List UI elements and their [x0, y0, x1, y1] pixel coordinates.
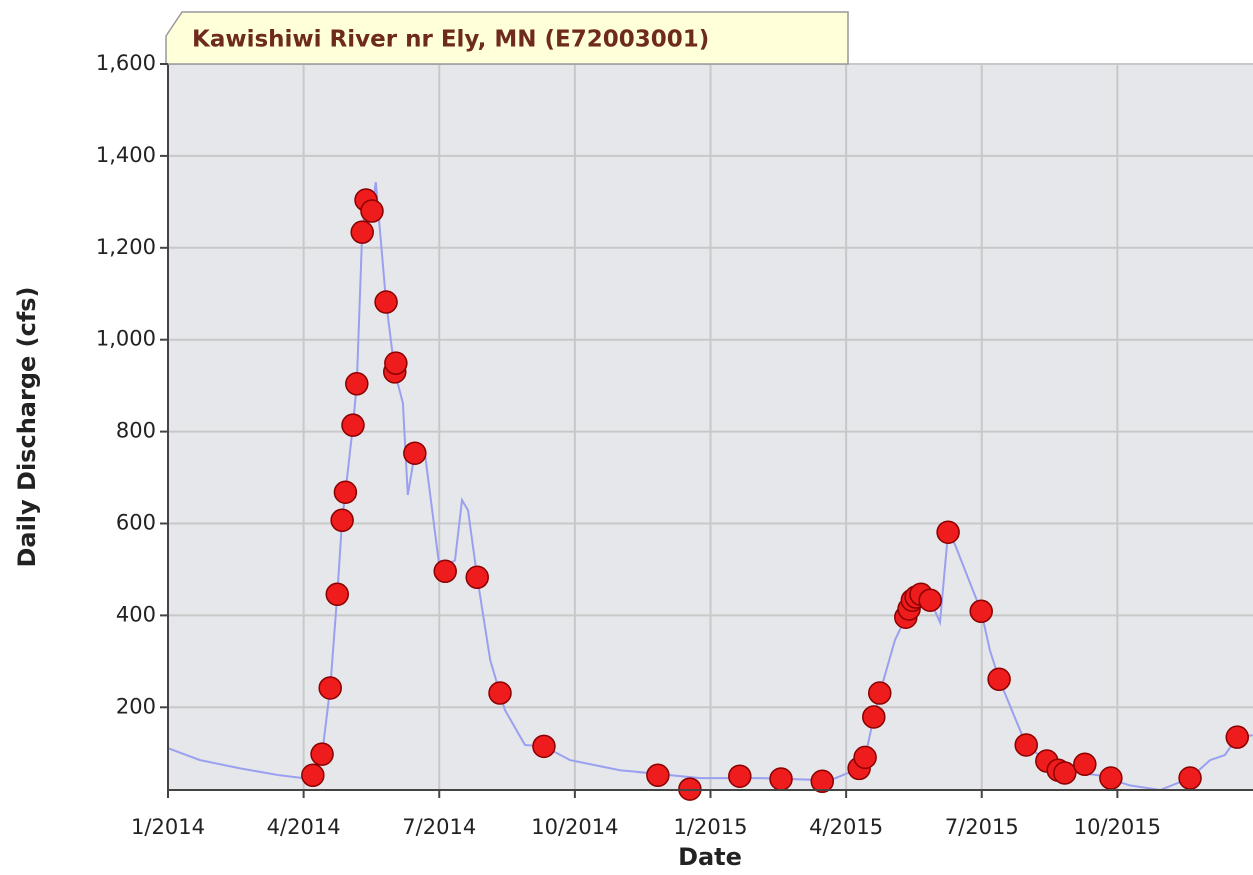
- sample-point: [853, 745, 877, 770]
- x-tick-label: 7/2015: [945, 815, 1019, 839]
- y-tick-label: 600: [116, 510, 156, 534]
- y-tick-label: 200: [116, 694, 156, 718]
- sample-point: [345, 372, 369, 396]
- x-tick-label: 7/2014: [402, 815, 476, 839]
- sample-point: [810, 769, 835, 794]
- sample-point: [1099, 766, 1123, 790]
- sample-point: [1014, 733, 1038, 757]
- sample-point: [341, 413, 365, 437]
- sample-point: [769, 767, 793, 791]
- sample-point: [465, 565, 489, 590]
- sample-point: [868, 681, 892, 705]
- y-tick-label: 1,200: [96, 235, 156, 259]
- y-tick-label: 1,600: [96, 51, 156, 75]
- sample-point: [360, 199, 384, 223]
- y-tick-label: 800: [116, 419, 156, 443]
- x-tick-label: 10/2014: [531, 815, 618, 839]
- sample-point: [301, 763, 325, 788]
- sample-point: [330, 508, 354, 533]
- sample-point: [488, 681, 512, 705]
- x-axis-title: Date: [678, 843, 742, 871]
- x-tick-label: 1/2014: [131, 815, 205, 839]
- chart-title: Kawishiwi River nr Ely, MN (E72003001): [192, 27, 709, 53]
- sample-point: [333, 480, 358, 504]
- x-tick-label: 4/2014: [267, 815, 341, 839]
- y-tick-label: 1,000: [96, 327, 156, 351]
- y-tick-label: 1,400: [96, 143, 156, 167]
- sample-point: [374, 290, 398, 314]
- sample-point: [532, 734, 556, 759]
- sample-point: [1225, 725, 1250, 749]
- title-tab: [165, 11, 849, 65]
- sample-point: [318, 676, 342, 700]
- series: [167, 181, 1253, 801]
- sample-point: [987, 667, 1011, 692]
- sample-point: [1073, 752, 1097, 777]
- sample-point: [325, 582, 350, 607]
- y-tick-label: 400: [116, 602, 156, 626]
- sample-point: [310, 742, 334, 766]
- sample-point: [728, 764, 752, 788]
- sample-point: [350, 220, 374, 244]
- sample-point: [433, 559, 457, 584]
- sample-point: [1053, 761, 1077, 785]
- x-tick-label: 4/2015: [809, 815, 883, 839]
- sample-point: [1178, 766, 1202, 790]
- sample-point: [384, 351, 408, 375]
- x-tick-label: 1/2015: [674, 815, 748, 839]
- x-tick-label: 10/2015: [1074, 815, 1161, 839]
- sample-point: [918, 588, 942, 612]
- sample-point: [862, 705, 886, 729]
- sample-point: [969, 599, 993, 624]
- sample-point: [403, 441, 427, 465]
- sample-point: [646, 763, 670, 788]
- sample-point: [936, 520, 960, 544]
- y-axis-title: Daily Discharge (cfs): [13, 286, 41, 567]
